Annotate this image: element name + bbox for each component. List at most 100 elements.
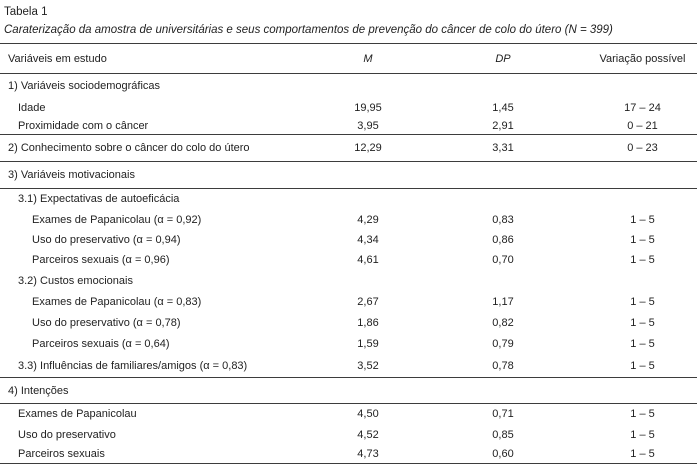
- row-label: 3.3) Influências de familiares/amigos (α…: [0, 354, 318, 378]
- table-caption: Caraterização da amostra de universitári…: [4, 24, 613, 36]
- mean-value: 12,29: [318, 134, 418, 162]
- mean-value: [318, 189, 418, 210]
- statistics-table: Variáveis em estudo M DP Variação possív…: [0, 43, 697, 464]
- sd-value: 1,45: [492, 101, 514, 114]
- range-value: 1 – 5: [630, 296, 655, 308]
- row-label: Exames de Papanicolau: [18, 408, 137, 421]
- table-row: 3) Variáveis motivacionais: [0, 161, 697, 189]
- sd-value: [418, 377, 588, 404]
- table-number: Tabela 1: [4, 6, 48, 18]
- sd-value: [418, 189, 588, 210]
- row-label: Parceiros sexuais (α = 0,64): [32, 338, 170, 350]
- range-value: 17 – 24: [624, 101, 661, 114]
- range-value: 1 – 5: [630, 253, 655, 266]
- row-label: Idade: [18, 101, 46, 114]
- mean-value: 3,52: [318, 354, 418, 378]
- range-value: [588, 270, 697, 292]
- row-label: 3.2) Custos emocionais: [18, 274, 133, 287]
- sd-value: 0,82: [492, 317, 514, 329]
- mean-value: 4,61: [357, 253, 379, 266]
- row-label: Parceiros sexuais: [0, 445, 318, 464]
- table-row: Parceiros sexuais 4,73 0,60 1 – 5: [0, 445, 697, 464]
- mean-value: 19,95: [354, 101, 382, 114]
- range-value: 1 – 5: [630, 317, 655, 329]
- row-label: 3) Variáveis motivacionais: [0, 161, 318, 189]
- row-label: Exames de Papanicolau (α = 0,83): [32, 296, 202, 308]
- table-row: 2) Conhecimento sobre o câncer do colo d…: [0, 134, 697, 162]
- sd-value: 2,91: [418, 117, 588, 135]
- range-value: 0 – 21: [588, 117, 697, 135]
- sd-value: 1,17: [492, 296, 514, 308]
- table-row: Exames de Papanicolau (α = 0,83) 2,67 1,17…: [0, 292, 697, 313]
- table-row: 3.1) Expectativas de autoeficácia: [0, 189, 697, 210]
- mean-value: 1,59: [357, 338, 379, 350]
- table-row: 1) Variáveis sociodemográficas: [0, 74, 697, 98]
- row-label: Exames de Papanicolau (α = 0,92): [32, 213, 202, 226]
- mean-value: 4,50: [357, 408, 379, 421]
- mean-value: 1,86: [357, 317, 379, 329]
- sd-value: 0,78: [418, 354, 588, 378]
- range-value: 1 – 5: [588, 354, 697, 378]
- range-value: [588, 189, 697, 210]
- mean-value: 4,52: [357, 429, 379, 441]
- table-row: 4) Intenções: [0, 377, 697, 404]
- mean-value: [318, 270, 418, 292]
- sd-value: [418, 161, 588, 189]
- range-value: 1 – 5: [630, 429, 655, 441]
- row-label: Uso do preservativo (α = 0,94): [32, 233, 181, 246]
- row-label: 3.1) Expectativas de autoeficácia: [18, 193, 180, 206]
- row-label: Parceiros sexuais (α = 0,96): [32, 253, 170, 266]
- range-value: 1 – 5: [630, 213, 655, 226]
- range-value: 1 – 5: [630, 233, 655, 246]
- table-row: Idade 19,95 1,45 17 – 24: [0, 98, 697, 118]
- table-row: Uso do preservativo (α = 0,94) 4,34 0,86 1 …: [0, 230, 697, 250]
- range-value: 1 – 5: [630, 338, 655, 350]
- mean-value: 2,67: [357, 296, 379, 308]
- table-row: Parceiros sexuais (α = 0,96) 4,61 0,70 1 – …: [0, 250, 697, 270]
- sd-value: 0,86: [492, 233, 514, 246]
- table-row: Uso do preservativo (α = 0,78) 1,86 0,82 1 …: [0, 313, 697, 334]
- col-header-variables: Variáveis em estudo: [0, 43, 318, 74]
- sd-value: 0,85: [492, 429, 514, 441]
- sd-value: 0,60: [418, 445, 588, 464]
- sd-value: 0,71: [492, 408, 514, 421]
- range-value: [588, 161, 697, 189]
- mean-value: [318, 74, 418, 98]
- range-value: 0 – 23: [588, 134, 697, 162]
- mean-value: 4,29: [357, 213, 379, 226]
- mean-value: 4,73: [318, 445, 418, 464]
- mean-value: 3,95: [318, 117, 418, 135]
- sd-value: 0,83: [492, 213, 514, 226]
- sd-value: 0,70: [492, 253, 514, 266]
- row-label: Uso do preservativo: [18, 429, 116, 441]
- col-header-mean: M: [318, 43, 418, 74]
- sd-value: 3,31: [418, 134, 588, 162]
- table-row: Uso do preservativo 4,52 0,85 1 – 5: [0, 425, 697, 446]
- header-row: Variáveis em estudo M DP Variação possív…: [0, 43, 697, 74]
- mean-value: [318, 161, 418, 189]
- row-label: Proximidade com o câncer: [0, 117, 318, 135]
- table-row: Exames de Papanicolau (α = 0,92) 4,29 0,83…: [0, 210, 697, 230]
- row-label: 2) Conhecimento sobre o câncer do colo d…: [0, 134, 318, 162]
- sd-value: [418, 74, 588, 98]
- row-label: Uso do preservativo (α = 0,78): [32, 317, 181, 329]
- col-header-range: Variação possível: [588, 43, 697, 74]
- row-label: 4) Intenções: [0, 377, 318, 404]
- mean-value: 4,34: [357, 233, 379, 246]
- table-row: 3.2) Custos emocionais: [0, 270, 697, 292]
- table-body: 1) Variáveis sociodemográficas Idade 19,95…: [0, 74, 697, 464]
- table-row: Proximidade com o câncer 3,95 2,91 0 – 21: [0, 117, 697, 135]
- mean-value: [318, 377, 418, 404]
- col-header-sd: DP: [418, 43, 588, 74]
- range-value: [588, 377, 697, 404]
- range-value: 1 – 5: [630, 408, 655, 421]
- range-value: 1 – 5: [588, 445, 697, 464]
- row-label: 1) Variáveis sociodemográficas: [8, 79, 161, 92]
- sd-value: 0,79: [492, 338, 514, 350]
- range-value: [588, 74, 697, 98]
- sd-value: [418, 270, 588, 292]
- table-row: Exames de Papanicolau 4,50 0,71 1 – 5: [0, 404, 697, 425]
- table-row: Parceiros sexuais (α = 0,64) 1,59 0,79 1 – …: [0, 334, 697, 355]
- table-row: 3.3) Influências de familiares/amigos (α…: [0, 354, 697, 378]
